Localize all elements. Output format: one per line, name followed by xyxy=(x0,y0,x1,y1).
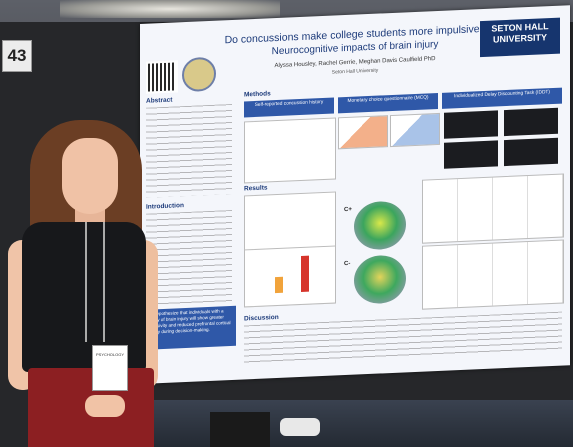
introduction-text xyxy=(146,209,232,306)
qr-code xyxy=(146,60,178,94)
brain-map-cminus xyxy=(354,254,406,305)
introduction-heading: Introduction xyxy=(146,202,184,211)
brain-map-cplus xyxy=(354,200,406,251)
method-bar-mcq: Monetary choice questionnaire (MCQ) xyxy=(338,92,438,114)
discussion-text xyxy=(244,311,562,366)
iddt-screen-2 xyxy=(504,107,558,137)
method-bar-history: Self-reported concussion history xyxy=(244,97,334,118)
name-badge: PSYCHOLOGY xyxy=(92,345,128,391)
brain-label-cminus: C- xyxy=(344,260,351,268)
university-logo: SETON HALL UNIVERSITY xyxy=(480,17,560,58)
lanyard xyxy=(85,222,105,342)
iddt-screen-4 xyxy=(504,137,558,167)
presenter-hands xyxy=(85,395,125,417)
mcq-chart-a xyxy=(338,115,388,150)
background-person-shoes xyxy=(280,418,320,436)
iddt-screen-1 xyxy=(444,110,498,139)
abstract-text xyxy=(146,103,232,198)
presenter-face xyxy=(62,138,118,214)
research-poster: Do concussions make college students mor… xyxy=(140,5,570,384)
history-table xyxy=(244,117,336,184)
discussion-heading: Discussion xyxy=(244,313,279,323)
university-seal xyxy=(182,56,216,93)
booth-number-sign: 43 xyxy=(2,40,32,72)
trace-plots-top xyxy=(422,173,564,244)
mcq-chart-b xyxy=(390,112,440,148)
bar-control xyxy=(275,276,283,294)
brain-label-cplus: C+ xyxy=(344,206,352,214)
results-heading: Results xyxy=(244,184,268,193)
background-person-legs xyxy=(210,412,270,447)
abstract-heading: Abstract xyxy=(146,96,173,105)
method-bar-iddt: Individualized Delay Discounting Task (I… xyxy=(442,87,562,109)
trace-plots-bottom xyxy=(422,239,564,310)
results-bar-chart xyxy=(244,245,336,308)
iddt-screen-3 xyxy=(444,140,498,169)
bar-concussion xyxy=(301,255,309,292)
ceiling-light xyxy=(60,0,280,18)
floor xyxy=(120,400,573,447)
methods-heading: Methods xyxy=(244,90,271,99)
